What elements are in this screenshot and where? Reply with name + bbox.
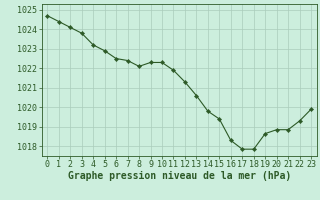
X-axis label: Graphe pression niveau de la mer (hPa): Graphe pression niveau de la mer (hPa) [68, 171, 291, 181]
